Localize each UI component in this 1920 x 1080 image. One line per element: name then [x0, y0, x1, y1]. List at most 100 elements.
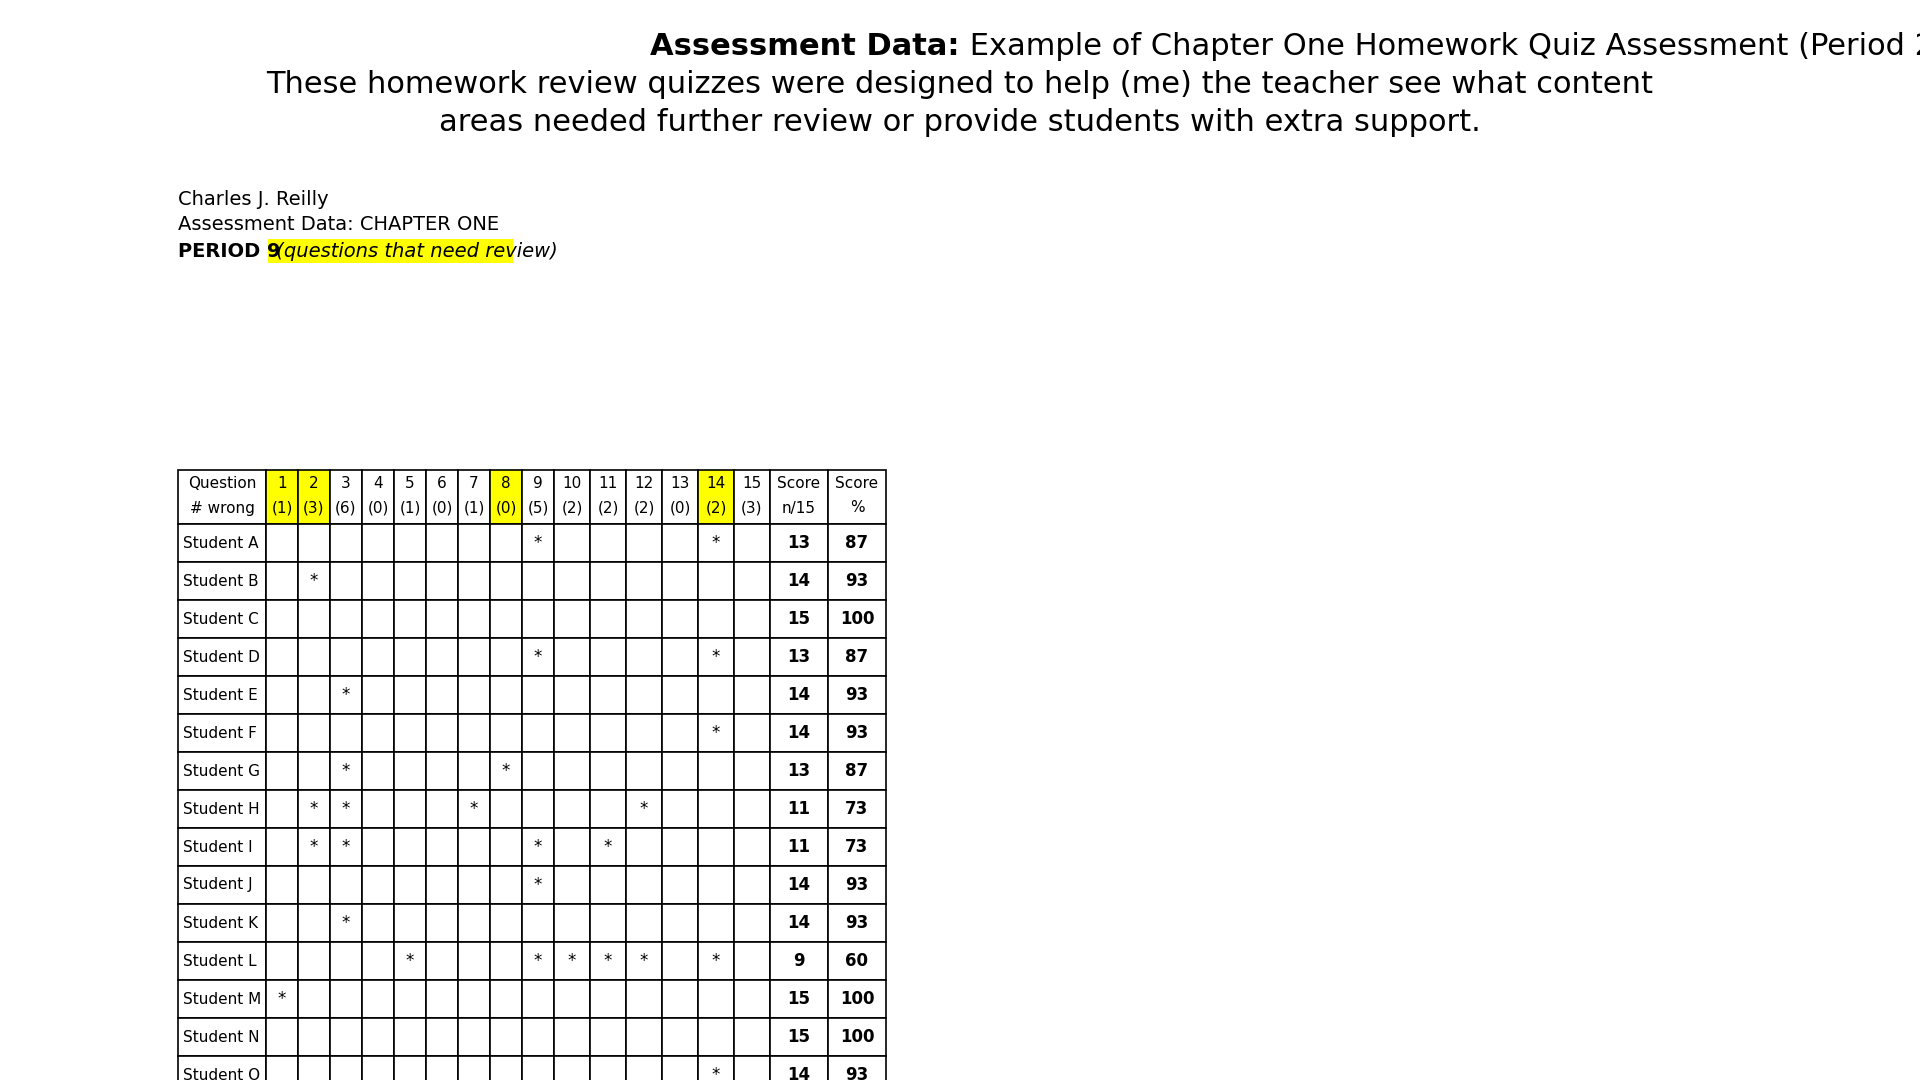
Text: *: * — [639, 951, 649, 970]
Bar — [589, 638, 626, 676]
Text: (2): (2) — [705, 500, 726, 515]
Bar — [298, 942, 330, 980]
Bar — [699, 676, 733, 714]
Bar — [330, 942, 363, 980]
Bar — [699, 524, 733, 562]
Text: Student E: Student E — [182, 688, 257, 702]
Text: 15: 15 — [787, 990, 810, 1008]
Bar — [522, 714, 555, 752]
Bar — [828, 1056, 885, 1080]
Bar — [394, 904, 426, 942]
Bar — [589, 789, 626, 828]
Bar — [298, 714, 330, 752]
Bar — [770, 600, 828, 638]
Text: 10: 10 — [563, 476, 582, 491]
Bar — [179, 524, 267, 562]
Bar — [394, 942, 426, 980]
Bar — [459, 524, 490, 562]
Bar — [330, 789, 363, 828]
Text: Assessment Data: CHAPTER ONE: Assessment Data: CHAPTER ONE — [179, 215, 499, 234]
Text: PERIOD 9: PERIOD 9 — [179, 242, 280, 261]
Bar — [733, 904, 770, 942]
Text: *: * — [342, 686, 349, 704]
Bar — [267, 600, 298, 638]
Bar — [662, 1018, 699, 1056]
Text: 14: 14 — [787, 724, 810, 742]
Bar — [330, 904, 363, 942]
Bar — [459, 1056, 490, 1080]
Bar — [733, 676, 770, 714]
Bar — [267, 1018, 298, 1056]
Bar — [626, 752, 662, 789]
Text: *: * — [712, 724, 720, 742]
Text: *: * — [712, 534, 720, 552]
Bar — [394, 470, 426, 524]
Bar — [459, 828, 490, 866]
Bar — [363, 562, 394, 600]
Bar — [770, 714, 828, 752]
Text: *: * — [342, 914, 349, 932]
Bar — [626, 638, 662, 676]
Bar — [426, 676, 459, 714]
Text: Student F: Student F — [182, 726, 257, 741]
Text: 15: 15 — [743, 476, 762, 491]
Text: Student N: Student N — [182, 1029, 259, 1044]
Text: 11: 11 — [787, 800, 810, 818]
Bar — [394, 1018, 426, 1056]
Bar — [459, 676, 490, 714]
Text: (0): (0) — [495, 500, 516, 515]
Bar — [267, 789, 298, 828]
Text: (1): (1) — [271, 500, 292, 515]
Bar — [363, 904, 394, 942]
Bar — [699, 562, 733, 600]
Bar — [770, 562, 828, 600]
Bar — [363, 524, 394, 562]
Bar — [459, 752, 490, 789]
Text: 100: 100 — [839, 610, 874, 627]
Bar — [699, 866, 733, 904]
Bar — [770, 638, 828, 676]
Bar — [490, 470, 522, 524]
Bar — [626, 470, 662, 524]
Bar — [363, 752, 394, 789]
Bar — [298, 828, 330, 866]
Bar — [555, 942, 589, 980]
Bar — [522, 866, 555, 904]
Bar — [394, 828, 426, 866]
Bar — [394, 980, 426, 1018]
Bar — [330, 562, 363, 600]
Bar — [522, 828, 555, 866]
Bar — [298, 866, 330, 904]
Text: (0): (0) — [367, 500, 388, 515]
Text: Student B: Student B — [182, 573, 259, 589]
Text: Example of Chapter One Homework Quiz Assessment (Period 2): Example of Chapter One Homework Quiz Ass… — [960, 32, 1920, 60]
Bar — [363, 638, 394, 676]
Text: 60: 60 — [845, 951, 868, 970]
Bar — [522, 600, 555, 638]
Bar — [770, 1018, 828, 1056]
Bar — [699, 942, 733, 980]
Bar — [733, 866, 770, 904]
Bar — [626, 942, 662, 980]
Bar — [555, 789, 589, 828]
Text: (1): (1) — [399, 500, 420, 515]
Bar — [522, 1018, 555, 1056]
Bar — [589, 470, 626, 524]
Bar — [828, 828, 885, 866]
Bar — [459, 904, 490, 942]
Bar — [394, 866, 426, 904]
Bar — [267, 942, 298, 980]
Bar — [770, 942, 828, 980]
Bar — [589, 942, 626, 980]
Bar — [589, 600, 626, 638]
Bar — [522, 980, 555, 1018]
Bar — [459, 942, 490, 980]
Bar — [426, 789, 459, 828]
Bar — [330, 752, 363, 789]
Bar — [179, 562, 267, 600]
Bar — [662, 828, 699, 866]
Bar — [459, 866, 490, 904]
Bar — [555, 524, 589, 562]
Bar — [179, 752, 267, 789]
Text: 73: 73 — [845, 800, 868, 818]
